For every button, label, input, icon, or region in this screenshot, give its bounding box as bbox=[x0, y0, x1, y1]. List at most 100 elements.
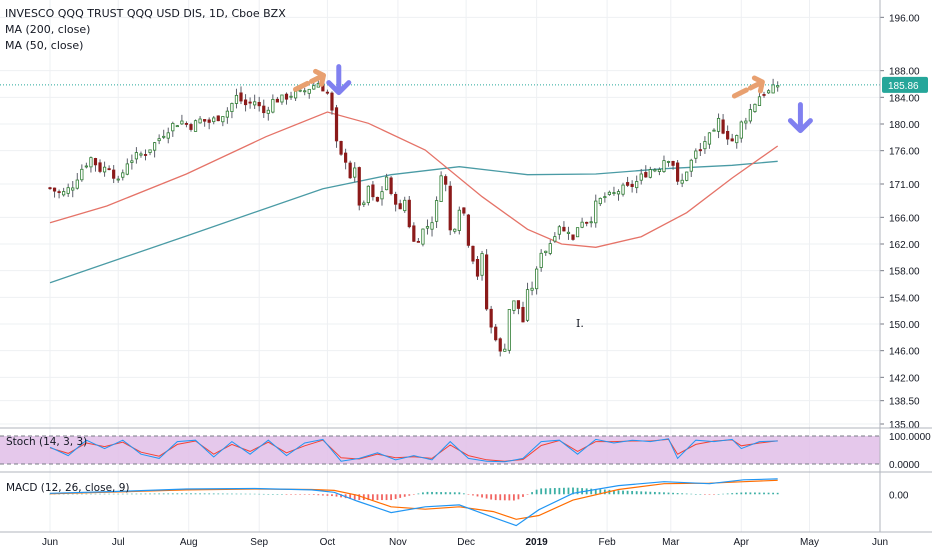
candle-body bbox=[239, 92, 243, 102]
candle-body bbox=[284, 93, 289, 100]
macd-hist-bar bbox=[340, 494, 342, 498]
candle-body bbox=[293, 90, 298, 99]
stoch-k-line bbox=[49, 438, 778, 463]
candle-body bbox=[248, 101, 252, 104]
candle-body bbox=[212, 117, 216, 123]
y-tick-label: 171.00 bbox=[889, 180, 920, 191]
last-price-badge bbox=[882, 76, 928, 93]
candle-body bbox=[366, 185, 370, 204]
candle-body bbox=[680, 179, 684, 184]
macd-hist-bar bbox=[722, 493, 724, 495]
macd-hist-bar bbox=[531, 492, 533, 495]
macd-hist-bar bbox=[99, 493, 101, 495]
candle-body bbox=[198, 118, 202, 124]
macd-hist-bar bbox=[649, 491, 652, 495]
macd-hist-bar bbox=[317, 494, 320, 496]
x-tick-label: Aug bbox=[180, 537, 198, 548]
macd-hist-bar bbox=[653, 491, 656, 495]
macd-legend[interactable]: MACD (12, 26, close, 9) bbox=[6, 482, 130, 494]
legend-ma200[interactable]: MA (200, close) bbox=[5, 23, 91, 36]
y-tick-label: 180.00 bbox=[889, 120, 920, 131]
candle-body bbox=[93, 158, 98, 166]
candle-body bbox=[371, 184, 375, 198]
up-arrow-drawing[interactable] bbox=[293, 68, 327, 92]
macd-hist-bar bbox=[544, 488, 547, 495]
candle-body bbox=[166, 132, 170, 139]
macd-hist-bar bbox=[453, 492, 456, 495]
macd-hist-bar bbox=[676, 493, 679, 495]
candle-body bbox=[475, 259, 480, 277]
y-tick-label: 196.00 bbox=[889, 13, 920, 24]
ma200-line bbox=[49, 160, 778, 284]
candle-body bbox=[289, 95, 293, 98]
candle-body bbox=[221, 116, 225, 123]
macd-hist-bar bbox=[667, 492, 670, 495]
candle-body bbox=[207, 119, 211, 123]
candle-body bbox=[521, 306, 525, 323]
candle-body bbox=[330, 92, 334, 111]
macd-hist-bar bbox=[290, 494, 292, 495]
candle-body bbox=[621, 184, 625, 195]
macd-hist-bar bbox=[640, 491, 643, 495]
candle-body bbox=[530, 287, 534, 291]
candle-body bbox=[471, 245, 475, 262]
macd-hist-bar bbox=[281, 494, 283, 495]
y-tick-label: 166.00 bbox=[889, 213, 920, 224]
candle-body bbox=[171, 122, 175, 132]
macd-hist-bar bbox=[444, 492, 447, 495]
macd-hist-bar bbox=[754, 492, 756, 495]
up-arrow-drawing[interactable] bbox=[731, 75, 765, 99]
macd-hist-bar bbox=[303, 494, 306, 495]
candle-body bbox=[52, 187, 57, 192]
macd-hist-bar bbox=[567, 487, 570, 495]
macd-hist-bar bbox=[476, 494, 479, 497]
candle-body bbox=[698, 149, 702, 152]
macd-hist-bar bbox=[221, 493, 224, 495]
candle-body bbox=[689, 159, 693, 172]
stoch-legend[interactable]: Stoch (14, 3, 3) bbox=[6, 436, 88, 448]
candle-body bbox=[148, 149, 152, 153]
macd-hist-bar bbox=[235, 493, 238, 495]
macd-hist-bar bbox=[312, 494, 315, 495]
candle-body bbox=[348, 162, 352, 179]
candle-body bbox=[712, 129, 716, 132]
macd-hist-bar bbox=[499, 494, 502, 501]
candle-body bbox=[539, 252, 543, 268]
candle-body bbox=[753, 103, 757, 112]
candle-body bbox=[653, 169, 657, 172]
macd-hist-bar bbox=[462, 493, 465, 495]
macd-hist-bar bbox=[594, 488, 597, 495]
candle-body bbox=[676, 162, 680, 182]
macd-hist-bar bbox=[508, 494, 511, 501]
candle-body bbox=[157, 138, 161, 142]
y-tick-label: 150.00 bbox=[889, 320, 920, 331]
macd-hist-bar bbox=[285, 494, 288, 495]
candle-body bbox=[80, 168, 84, 181]
candle-body bbox=[430, 222, 434, 230]
macd-hist-bar bbox=[672, 492, 674, 495]
down-arrow-drawing[interactable] bbox=[326, 64, 352, 96]
macd-hist-bar bbox=[149, 493, 151, 495]
candle-body bbox=[102, 166, 107, 173]
candle-body bbox=[639, 173, 643, 181]
candle-body bbox=[762, 94, 766, 96]
macd-hist-bar bbox=[694, 494, 697, 495]
down-arrow-drawing[interactable] bbox=[787, 102, 813, 134]
candle-body bbox=[748, 109, 752, 122]
candle-body bbox=[685, 171, 689, 181]
candle-body bbox=[339, 140, 343, 155]
candle-body bbox=[466, 214, 471, 246]
candle-body bbox=[585, 221, 589, 224]
candle-body bbox=[98, 162, 102, 172]
y-tick-label: 154.00 bbox=[889, 293, 920, 304]
candle-body bbox=[548, 243, 552, 254]
candle-body bbox=[544, 250, 548, 254]
candle-body bbox=[389, 177, 393, 194]
macd-hist-bar bbox=[76, 493, 79, 495]
candle-body bbox=[307, 88, 311, 94]
legend-ma50[interactable]: MA (50, close) bbox=[5, 39, 84, 52]
candle-body bbox=[776, 85, 780, 88]
macd-hist-bar bbox=[412, 494, 415, 495]
